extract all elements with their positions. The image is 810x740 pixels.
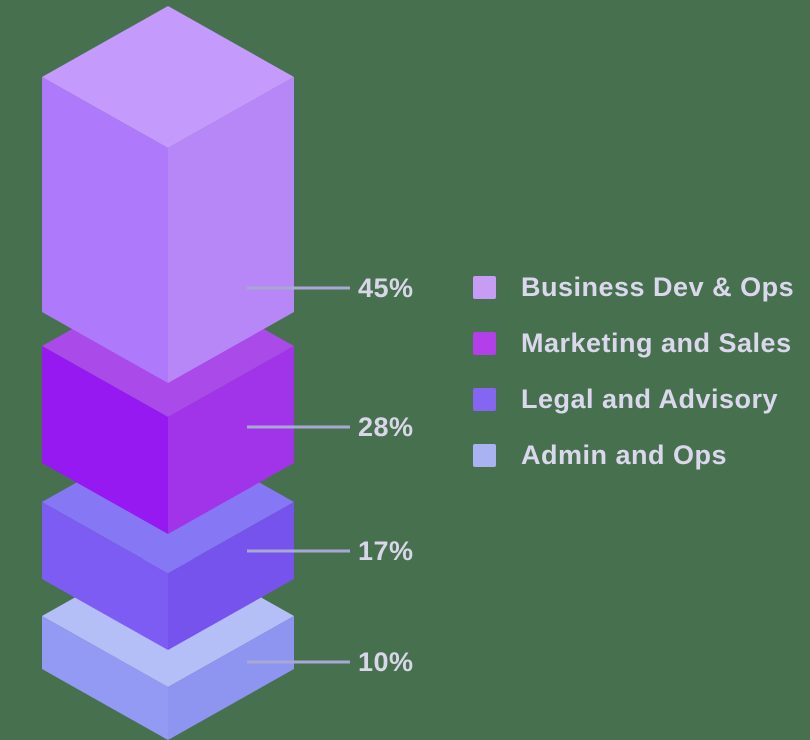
legend-swatch bbox=[473, 275, 496, 299]
legend-swatch bbox=[473, 443, 496, 467]
chart-legend: Business Dev & Ops Marketing and Sales L… bbox=[473, 272, 794, 470]
legend-label: Business Dev & Ops bbox=[521, 271, 795, 302]
legend-label: Marketing and Sales bbox=[521, 327, 792, 358]
value-label: 10% bbox=[358, 647, 414, 677]
block-right-face bbox=[168, 346, 294, 534]
block-right-face bbox=[168, 77, 294, 383]
block-right-face bbox=[168, 502, 294, 650]
value-label: 28% bbox=[358, 412, 414, 442]
legend-label: Legal and Advisory bbox=[521, 383, 779, 414]
value-label: 45% bbox=[358, 273, 414, 303]
legend-item: Marketing and Sales bbox=[473, 328, 794, 358]
legend-swatch bbox=[473, 331, 496, 355]
block-right-face bbox=[168, 616, 294, 740]
legend-label: Admin and Ops bbox=[521, 439, 728, 470]
block-left-face bbox=[42, 502, 168, 650]
legend-swatch bbox=[473, 387, 496, 411]
block-left-face bbox=[42, 346, 168, 534]
legend-item: Legal and Advisory bbox=[473, 384, 794, 414]
value-label: 17% bbox=[358, 536, 414, 566]
block-left-face bbox=[42, 616, 168, 740]
legend-item: Admin and Ops bbox=[473, 440, 794, 470]
block-left-face bbox=[42, 77, 168, 383]
legend-item: Business Dev & Ops bbox=[473, 272, 794, 302]
